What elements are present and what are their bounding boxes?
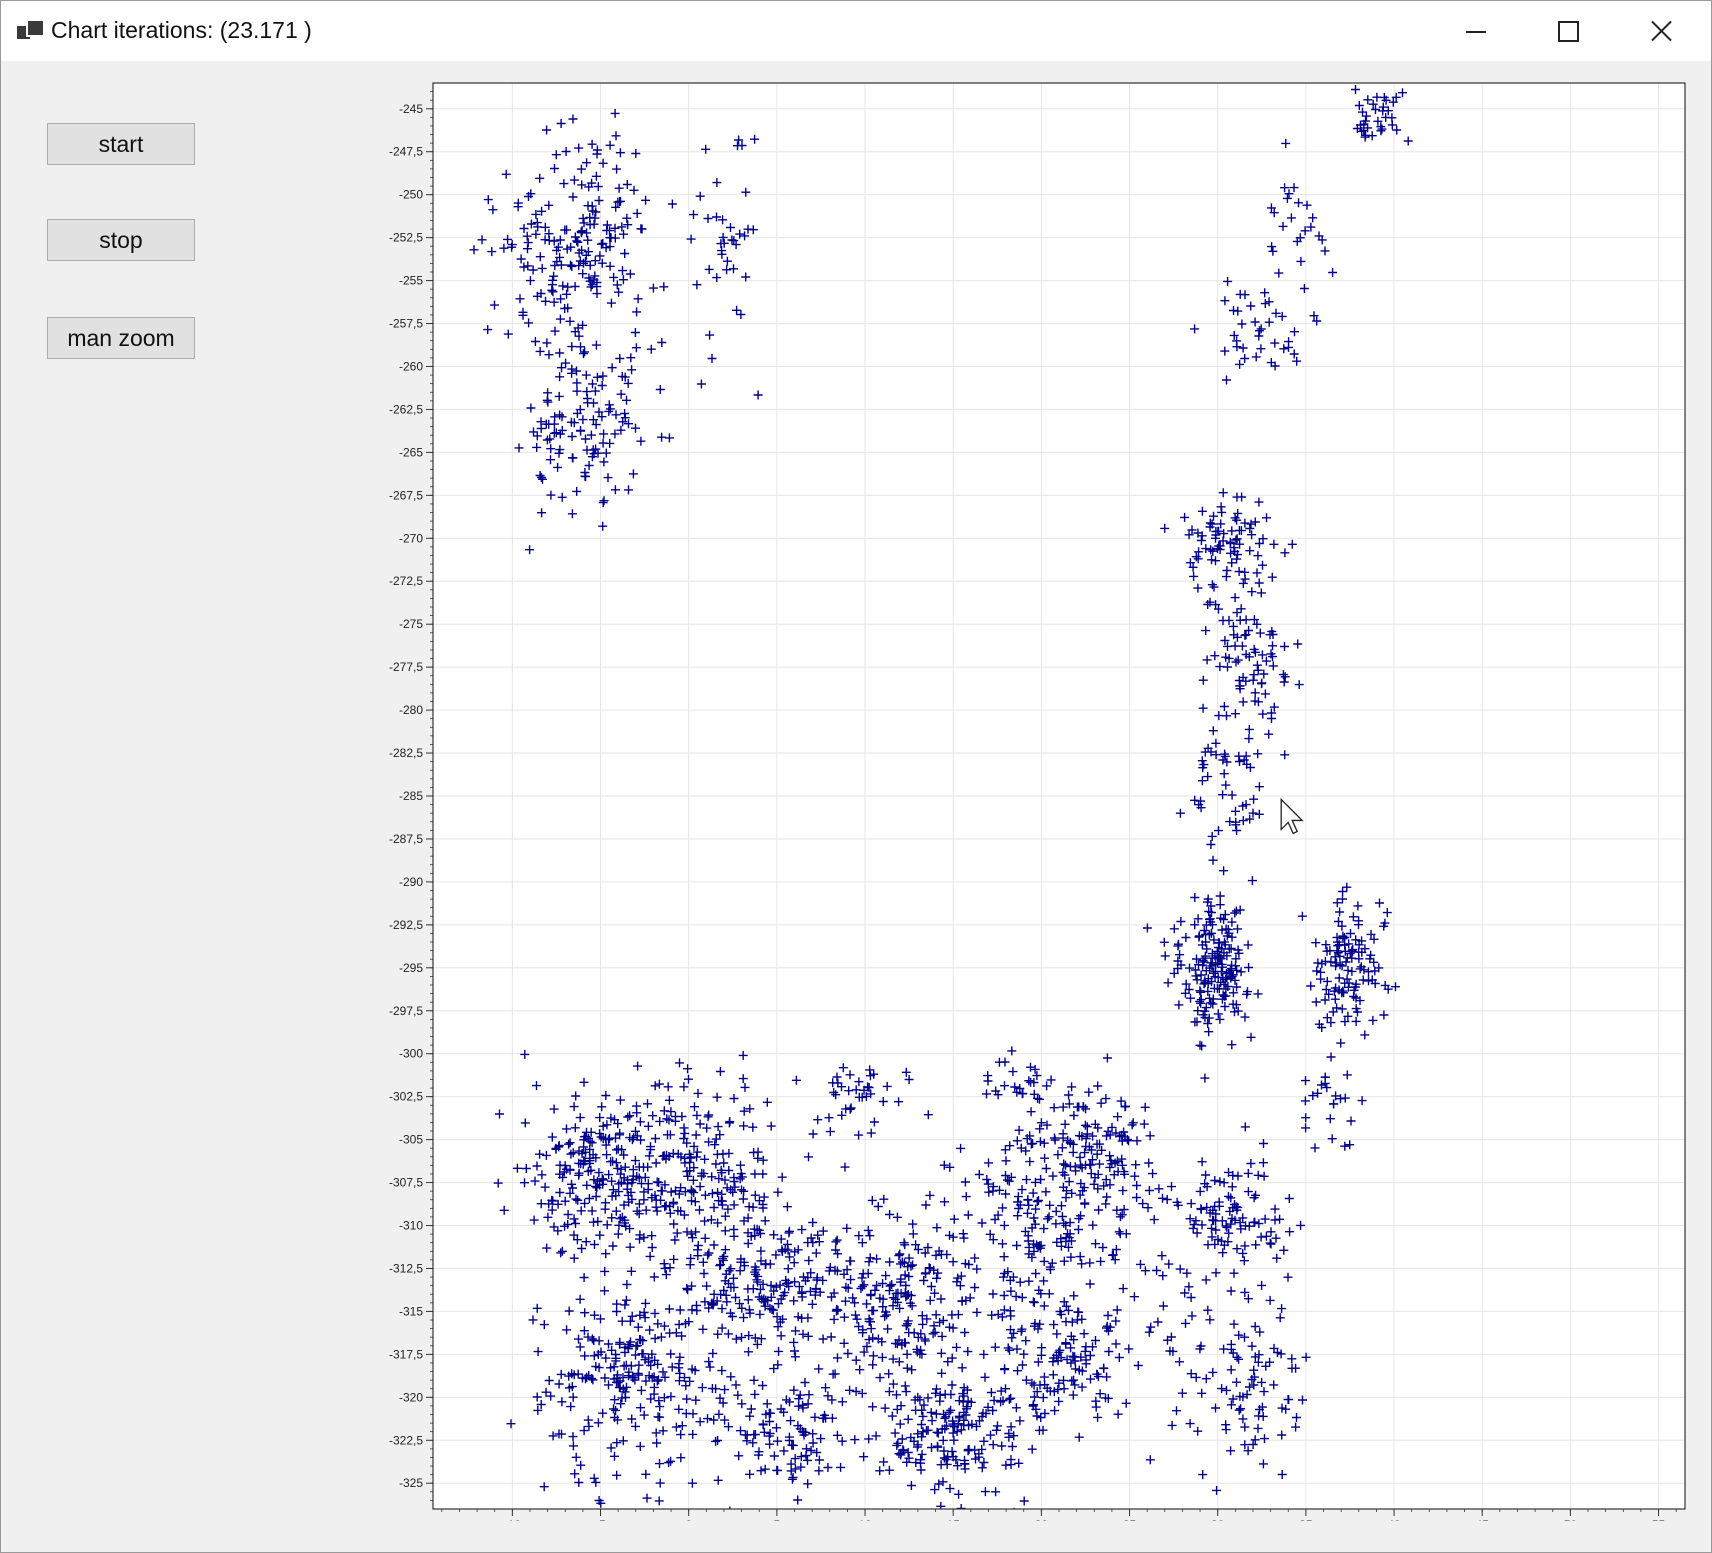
y-tick-label: -315 <box>399 1304 423 1318</box>
y-tick-label: -310 <box>399 1219 423 1233</box>
y-tick-label: -280 <box>399 703 423 717</box>
y-tick-label: -265 <box>399 445 423 459</box>
y-tick-label: -320 <box>399 1390 423 1404</box>
y-tick-label: -282,5 <box>389 746 423 760</box>
y-tick-label: -287,5 <box>389 832 423 846</box>
mouse-cursor-icon <box>1280 797 1304 835</box>
x-tick-label: 35 <box>1299 1518 1313 1521</box>
y-tick-label: -272,5 <box>389 574 423 588</box>
x-tick-label: 20 <box>1035 1518 1049 1521</box>
x-tick-label: 45 <box>1476 1518 1490 1521</box>
y-tick-label: -307,5 <box>389 1176 423 1190</box>
y-tick-label: -245 <box>399 102 423 116</box>
y-tick-label: -317,5 <box>389 1347 423 1361</box>
y-tick-label: -305 <box>399 1133 423 1147</box>
x-tick-label: 50 <box>1564 1518 1578 1521</box>
y-tick-label: -302,5 <box>389 1090 423 1104</box>
x-tick-label: 5 <box>774 1518 781 1521</box>
x-tick-label: 55 <box>1652 1518 1666 1521</box>
start-button[interactable]: start <box>47 123 195 165</box>
minor-ticks <box>430 91 1677 1512</box>
y-tick-label: -257,5 <box>389 317 423 331</box>
y-tick-label: -255 <box>399 274 423 288</box>
minimize-icon <box>1466 31 1486 33</box>
x-tick-label: 40 <box>1387 1518 1401 1521</box>
y-tick-label: -250 <box>399 188 423 202</box>
grid-lines <box>433 83 1685 1509</box>
y-tick-label: -285 <box>399 789 423 803</box>
x-tick-label: 30 <box>1211 1518 1225 1521</box>
y-tick-label: -267,5 <box>389 488 423 502</box>
y-tick-label: -260 <box>399 359 423 373</box>
y-tick-label: -325 <box>399 1476 423 1490</box>
y-tick-label: -292,5 <box>389 918 423 932</box>
y-tick-label: -252,5 <box>389 231 423 245</box>
maximize-icon <box>1558 21 1579 42</box>
window-title: Chart iterations: (23.171 ) <box>51 17 312 43</box>
app-window-icon <box>17 19 45 41</box>
minimize-button[interactable] <box>1429 1 1521 61</box>
close-button[interactable] <box>1613 1 1705 61</box>
x-tick-label: 0 <box>685 1518 692 1521</box>
y-tick-label: -262,5 <box>389 402 423 416</box>
y-tick-label: -297,5 <box>389 1004 423 1018</box>
title-bar[interactable]: Chart iterations: (23.171 ) <box>1 1 1711 61</box>
x-tick-label: 15 <box>947 1518 961 1521</box>
maximize-button[interactable] <box>1521 1 1613 61</box>
x-tick-label: -5 <box>595 1518 606 1521</box>
y-tick-label: -322,5 <box>389 1433 423 1447</box>
data-points <box>469 85 1413 1509</box>
y-tick-label: -312,5 <box>389 1261 423 1275</box>
y-tick-label: -277,5 <box>389 660 423 674</box>
x-tick-label: 25 <box>1123 1518 1137 1521</box>
y-tick-label: -247,5 <box>389 145 423 159</box>
y-tick-label: -290 <box>399 875 423 889</box>
y-tick-label: -270 <box>399 531 423 545</box>
y-tick-label: -275 <box>399 617 423 631</box>
man-zoom-button[interactable]: man zoom <box>47 317 195 359</box>
chart-svg[interactable]: -10 -5 0 5 10 15 20 25 30 35 40 45 50 55 -245 -247,5 -25… <box>381 71 1711 1532</box>
y-tick-label: -295 <box>399 961 423 975</box>
x-tick-label: 10 <box>858 1518 872 1521</box>
plus-markers <box>469 85 1413 1509</box>
y-tick-label: -300 <box>399 1047 423 1061</box>
x-tick-label: -10 <box>504 1518 522 1521</box>
stop-button[interactable]: stop <box>47 219 195 261</box>
scatter-chart[interactable]: -10 -5 0 5 10 15 20 25 30 35 40 45 50 55 -245 -247,5 -25… <box>381 71 1711 1532</box>
